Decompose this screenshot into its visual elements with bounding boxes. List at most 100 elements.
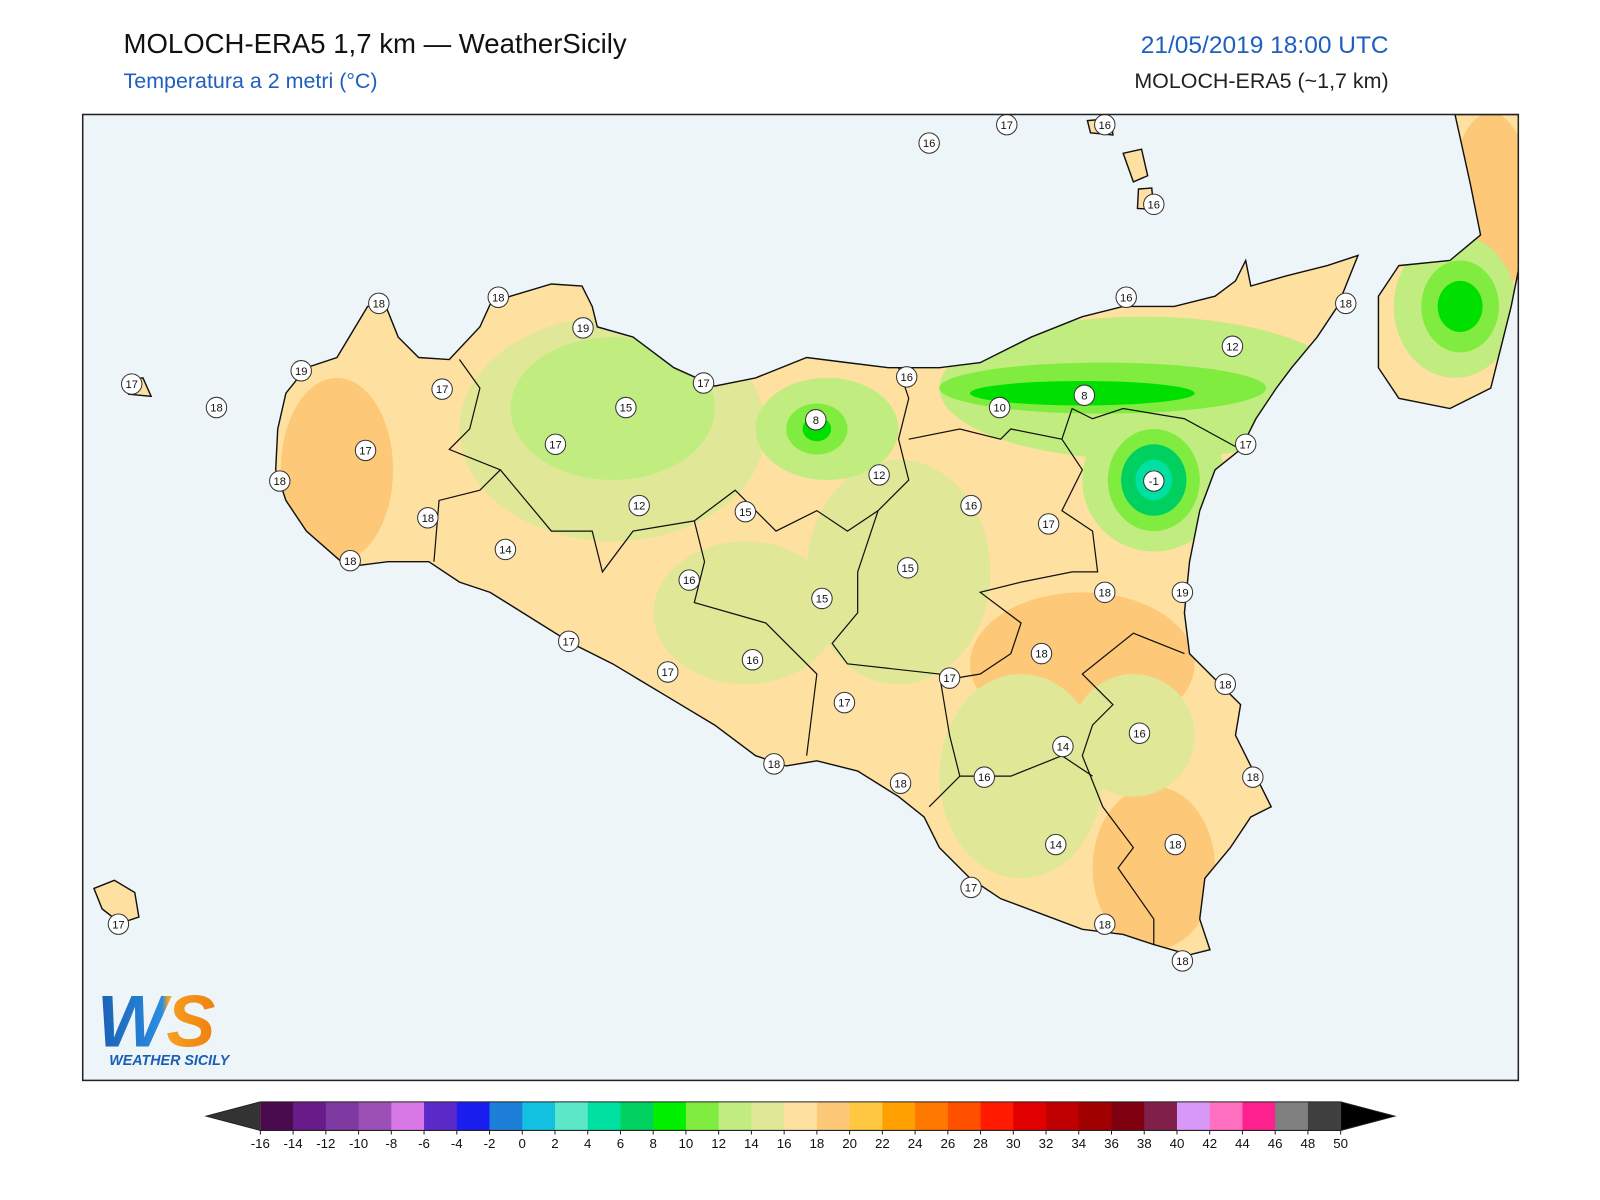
colorbar-tick-label: 10 xyxy=(679,1136,694,1151)
station-marker xyxy=(1171,950,1194,972)
station-value: 17 xyxy=(436,384,448,396)
station-marker xyxy=(1234,433,1257,456)
station-marker xyxy=(960,876,982,899)
colorbar-bin xyxy=(1275,1101,1309,1131)
station-value: 18 xyxy=(1035,649,1047,661)
colorbar-tick-label: 12 xyxy=(711,1136,726,1151)
station-marker xyxy=(734,500,757,523)
colorbar-bin xyxy=(260,1101,294,1131)
station-marker xyxy=(1037,513,1060,535)
colorbar-bin xyxy=(620,1101,654,1131)
station-marker xyxy=(678,569,700,591)
colorbar-bin xyxy=(947,1101,982,1131)
station-value: 16 xyxy=(683,575,695,587)
colorbar-bin xyxy=(1111,1101,1145,1131)
colorbar-tick-label: 14 xyxy=(744,1136,759,1151)
colorbar-bin xyxy=(1307,1101,1342,1131)
station-value: 17 xyxy=(662,667,674,679)
station-value: 17 xyxy=(562,636,574,648)
station-marker xyxy=(558,630,580,653)
station-marker xyxy=(988,396,1011,419)
station-marker xyxy=(269,470,291,492)
station-marker xyxy=(657,661,679,683)
colorbar-tick-label: -2 xyxy=(484,1136,496,1151)
station-marker xyxy=(107,913,130,935)
station-marker xyxy=(1094,913,1116,935)
station-value: 17 xyxy=(697,378,709,390)
station-value: 17 xyxy=(549,439,561,451)
station-value: 16 xyxy=(965,501,977,513)
station-marker xyxy=(960,494,982,517)
station-marker xyxy=(897,557,919,579)
station-marker xyxy=(290,360,312,382)
station-marker xyxy=(763,753,785,775)
station-marker xyxy=(205,396,228,419)
station-value: 17 xyxy=(1042,519,1054,531)
station-value: 15 xyxy=(620,403,632,415)
colorbar-tick-label: 28 xyxy=(973,1136,988,1151)
station-marker xyxy=(1094,114,1116,136)
station-value: 15 xyxy=(901,563,913,575)
colorbar-tick-label: 0 xyxy=(519,1136,526,1151)
station-marker xyxy=(938,667,961,689)
station-value: 18 xyxy=(344,556,356,568)
colorbar-tick-label: 48 xyxy=(1301,1136,1316,1151)
station-value: 18 xyxy=(1099,919,1111,931)
colorbar-bin xyxy=(391,1101,425,1131)
colorbar-bin xyxy=(554,1101,589,1131)
colorbar-tick-label: -12 xyxy=(316,1136,335,1151)
colorbar-tick-label: 36 xyxy=(1104,1136,1119,1151)
colorbar-bin xyxy=(784,1101,818,1131)
station-value: 17 xyxy=(1001,120,1013,132)
station-value: 18 xyxy=(1247,772,1259,784)
colorbar-tick-label: 6 xyxy=(617,1136,624,1151)
station-value: 16 xyxy=(978,772,990,784)
station-marker xyxy=(868,464,890,486)
station-value: 17 xyxy=(125,379,137,391)
station-marker xyxy=(1045,833,1067,856)
colorbar-bin xyxy=(1242,1101,1276,1131)
station-value: 17 xyxy=(838,698,850,710)
logo-mark: WS xyxy=(97,980,215,1063)
station-marker xyxy=(417,507,439,529)
colorbar-bin xyxy=(816,1101,851,1131)
colorbar-tick-label: 38 xyxy=(1137,1136,1152,1151)
station-value: 8 xyxy=(813,415,819,427)
station-value: 18 xyxy=(274,476,286,488)
station-value: 16 xyxy=(1148,199,1160,211)
station-marker xyxy=(1094,581,1116,604)
colorbar-bin xyxy=(587,1101,621,1131)
station-marker xyxy=(918,132,940,154)
map-frame xyxy=(81,113,1520,1082)
station-marker xyxy=(1214,673,1236,695)
colorbar-bin xyxy=(915,1101,949,1131)
colorbar-tick-label: 42 xyxy=(1202,1136,1217,1151)
colorbar-tick-label: -8 xyxy=(385,1136,397,1151)
station-value: 16 xyxy=(900,372,912,384)
logo-name: WEATHER SICILY xyxy=(109,1053,231,1069)
station-marker xyxy=(1143,193,1165,216)
colorbar-tick-label: 30 xyxy=(1006,1136,1021,1151)
station-value: 16 xyxy=(1133,728,1145,740)
station-marker xyxy=(494,538,517,561)
colorbar-tick-label: 32 xyxy=(1039,1136,1054,1151)
datetime: 21/05/2019 18:00 UTC xyxy=(1141,32,1389,59)
station-marker xyxy=(973,766,996,788)
station-value: -1 xyxy=(1149,476,1159,488)
colorbar-bin xyxy=(751,1101,785,1131)
colorbar-tick-label: 8 xyxy=(650,1136,657,1151)
colorbar-bin xyxy=(653,1101,687,1131)
station-value: 15 xyxy=(816,594,828,606)
colorbar-bin xyxy=(1078,1101,1113,1131)
station-value: 19 xyxy=(295,366,307,378)
station-value: 12 xyxy=(873,470,885,482)
station-value: 18 xyxy=(210,403,222,415)
station-value: 12 xyxy=(633,501,645,513)
colorbar-bin xyxy=(718,1101,752,1131)
station-marker xyxy=(544,433,567,456)
station-marker xyxy=(339,549,361,572)
station-marker xyxy=(120,373,143,395)
station-marker xyxy=(1164,833,1186,856)
